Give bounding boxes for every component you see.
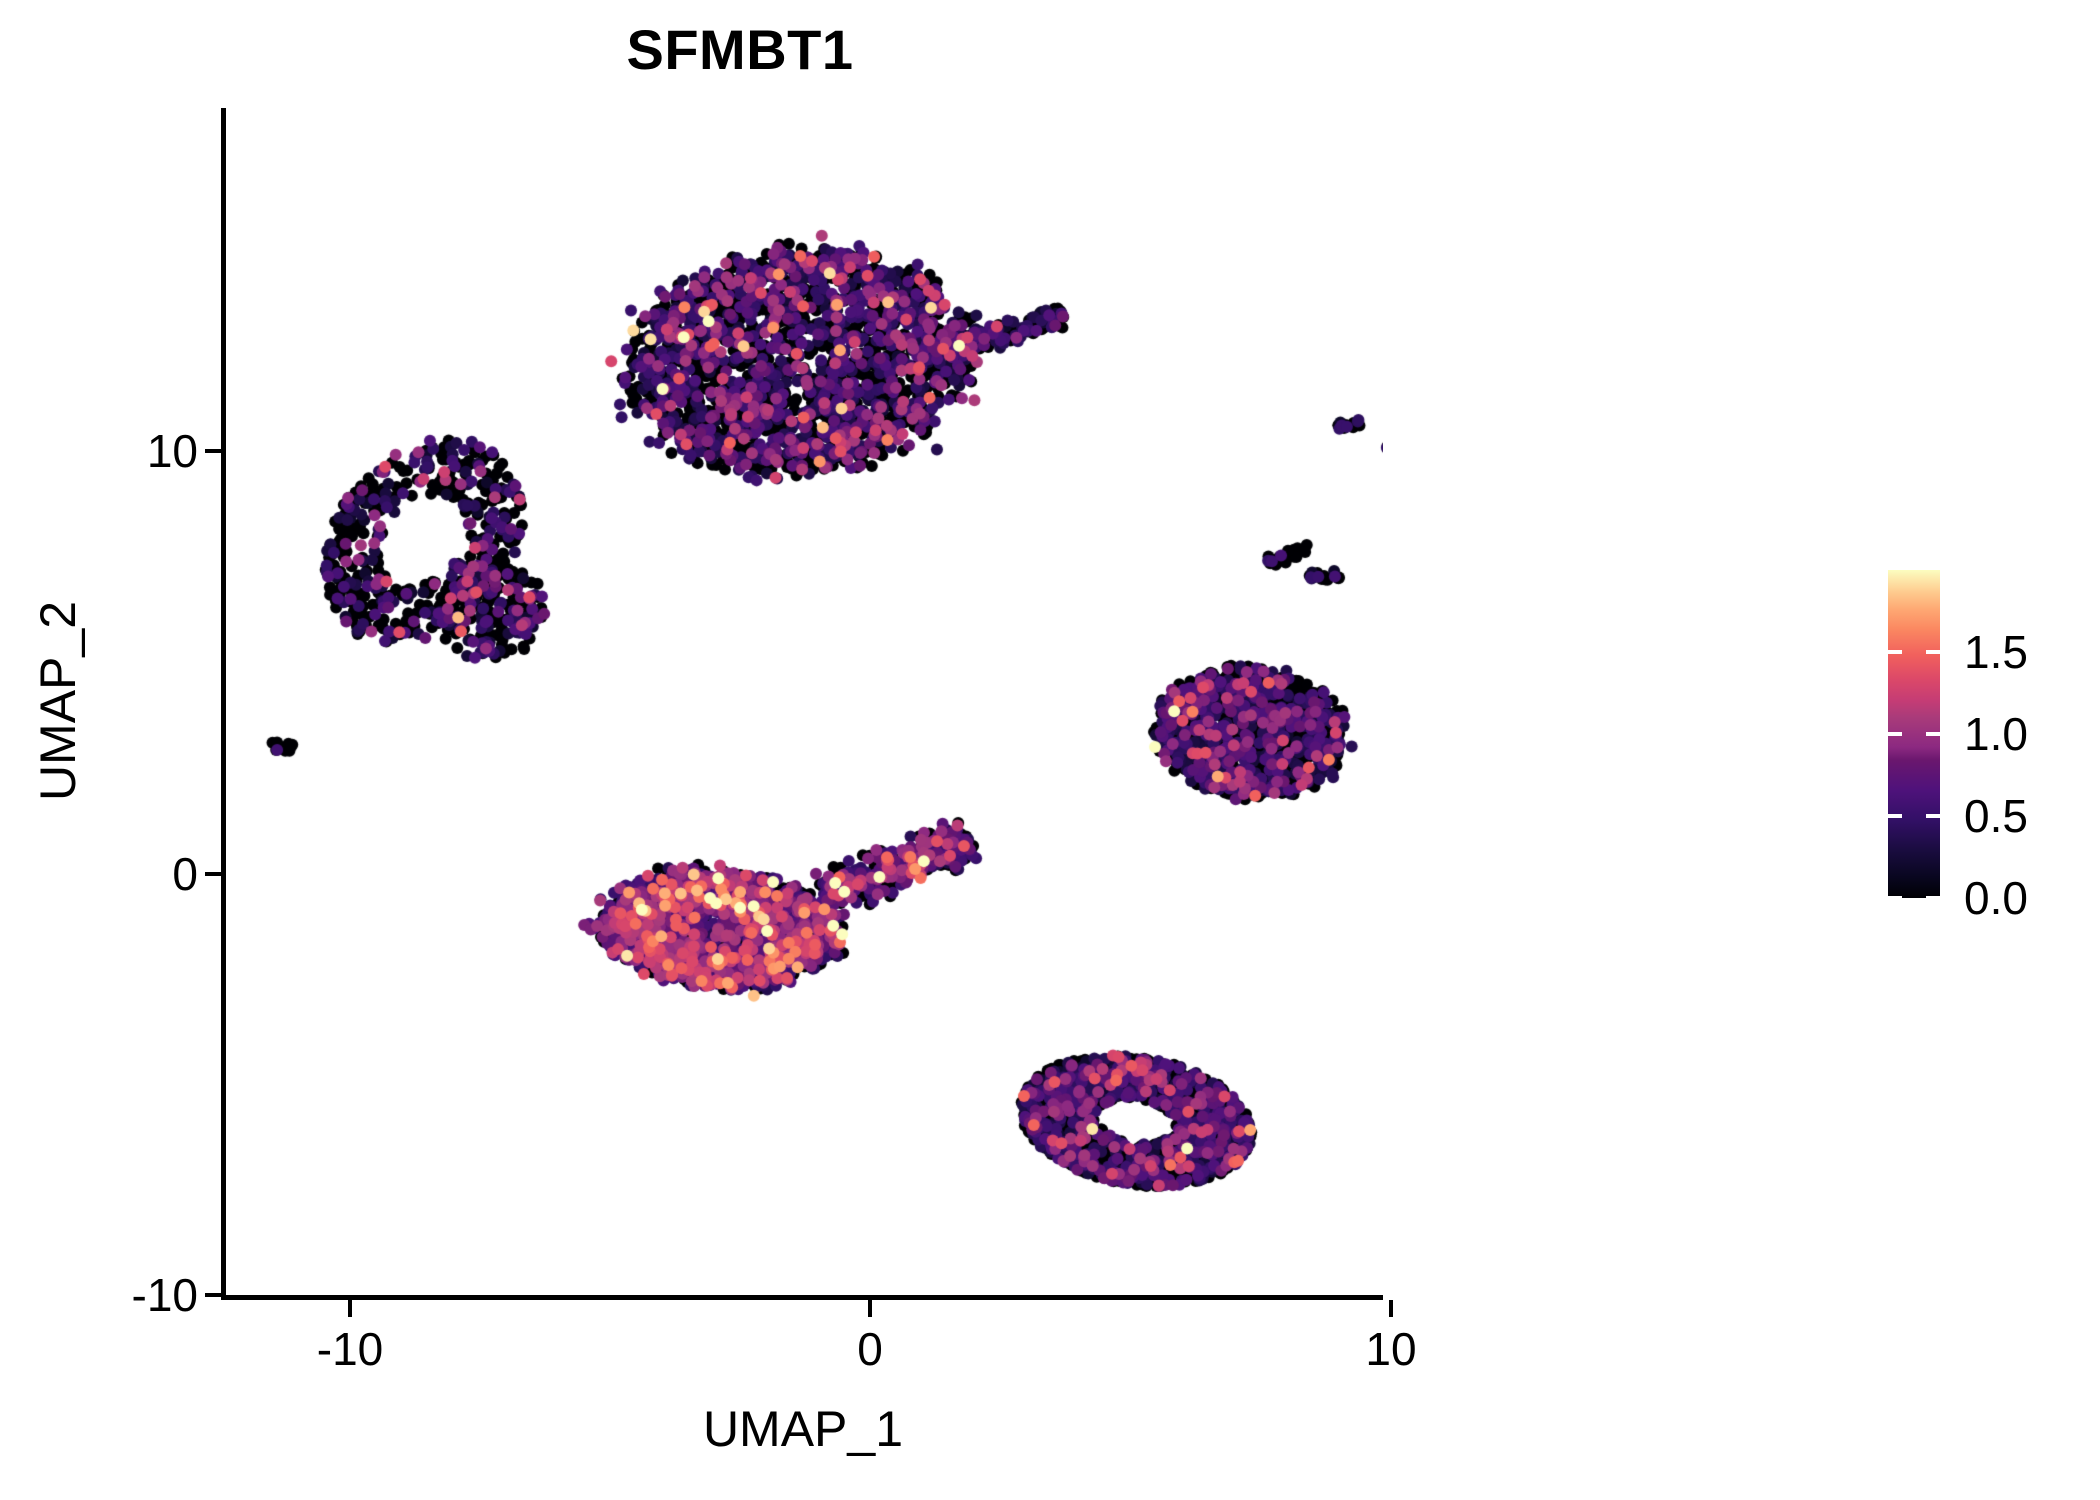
colorbar-tick [1926, 814, 1940, 818]
colorbar-label: 0.5 [1964, 790, 2028, 842]
page-title: SFMBT1 [626, 18, 854, 81]
x-tick-mark [348, 1300, 352, 1317]
colorbar-tick [1926, 732, 1940, 736]
y-tick-label: 0 [172, 848, 198, 900]
colorbar-tick [1888, 650, 1902, 654]
x-tick-mark [1389, 1300, 1393, 1317]
y-tick-label: -10 [131, 1269, 198, 1321]
x-axis-title: UMAP_1 [702, 1401, 904, 1457]
colorbar-tick [1888, 732, 1902, 736]
x-tick-label: 0 [857, 1323, 883, 1375]
colorbar-tick [1888, 814, 1902, 818]
y-tick-mark [205, 449, 222, 453]
y-axis-line [221, 108, 226, 1298]
colorbar-label: 1.0 [1964, 708, 2028, 760]
x-tick-label: -10 [316, 1323, 384, 1375]
colorbar-label: 0.0 [1964, 872, 2028, 924]
umap-scatter-canvas [223, 108, 1383, 1298]
colorbar-label: 1.5 [1964, 626, 2028, 678]
colorbar-tick [1926, 896, 1940, 900]
colorbar-legend: 1.5 1.0 0.5 0.0 [1888, 570, 2088, 924]
y-tick-mark [205, 872, 222, 876]
colorbar-tick [1926, 650, 1940, 654]
plot-panel [223, 108, 1383, 1298]
y-tick-label: 10 [146, 425, 198, 477]
x-tick-mark [868, 1300, 872, 1317]
y-axis-title: UMAP_2 [30, 600, 86, 802]
x-axis-line [221, 1295, 1383, 1300]
x-tick-label: 10 [1365, 1323, 1417, 1375]
colorbar-tick [1888, 896, 1902, 900]
y-tick-mark [205, 1293, 222, 1297]
